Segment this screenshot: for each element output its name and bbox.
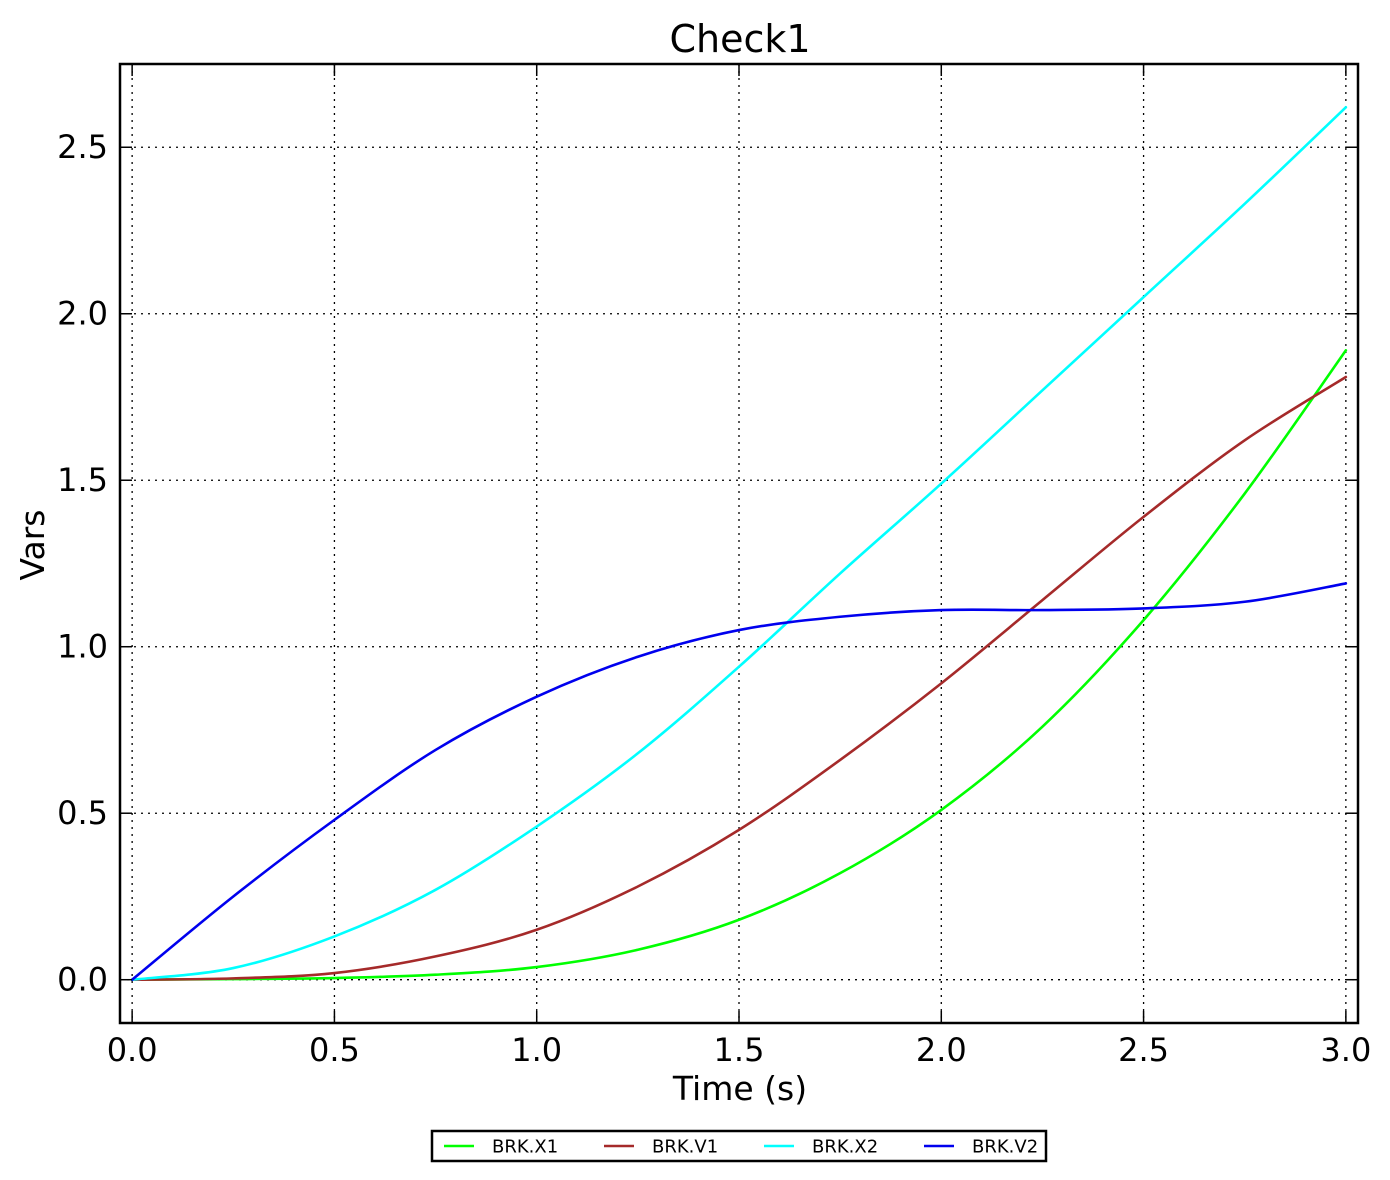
y-tick-label: 2.0: [57, 295, 108, 333]
x-tick-label: 2.5: [1118, 1031, 1169, 1069]
y-tick-label: 0.0: [57, 961, 108, 999]
x-tick-label: 0.5: [309, 1031, 360, 1069]
x-tick-label: 3.0: [1320, 1031, 1371, 1069]
series-line-brk-x2: [130, 105, 1348, 982]
legend-label: BRK.X2: [812, 1137, 878, 1158]
x-tick-label: 0.0: [107, 1031, 158, 1069]
y-tick-label: 1.5: [57, 461, 108, 499]
legend-label: BRK.V1: [652, 1137, 718, 1158]
series-line-brk-v1: [130, 375, 1348, 982]
grid: [120, 64, 1358, 1023]
x-tick-label: 2.0: [916, 1031, 967, 1069]
y-tick-label: 1.0: [57, 628, 108, 666]
plot-border: [118, 62, 1360, 1025]
legend-label: BRK.X1: [492, 1137, 558, 1158]
x-tick-label: 1.5: [714, 1031, 765, 1069]
x-tick-label: 1.0: [511, 1031, 562, 1069]
series-lines: [130, 105, 1348, 982]
series-line-brk-x1: [130, 349, 1348, 982]
y-tick-label: 2.5: [57, 128, 108, 166]
axis-ticks: 0.0 0.5 1.0 1.5 2.0 2.5 3.0 0.0 0.5 1.0 1.5 2.0 2.5: [57, 64, 1371, 1069]
plot-frame: [118, 62, 1360, 1025]
legend: BRK.X1 BRK.V1 BRK.X2 BRK.V2: [430, 1129, 1048, 1163]
series-line-brk-v2: [130, 582, 1348, 982]
chart-title: Check1: [669, 17, 810, 61]
x-axis-label: Time (s): [672, 1069, 807, 1108]
legend-label: BRK.V2: [972, 1137, 1038, 1158]
y-axis-label: Vars: [13, 510, 52, 581]
y-tick-label: 0.5: [57, 794, 108, 832]
